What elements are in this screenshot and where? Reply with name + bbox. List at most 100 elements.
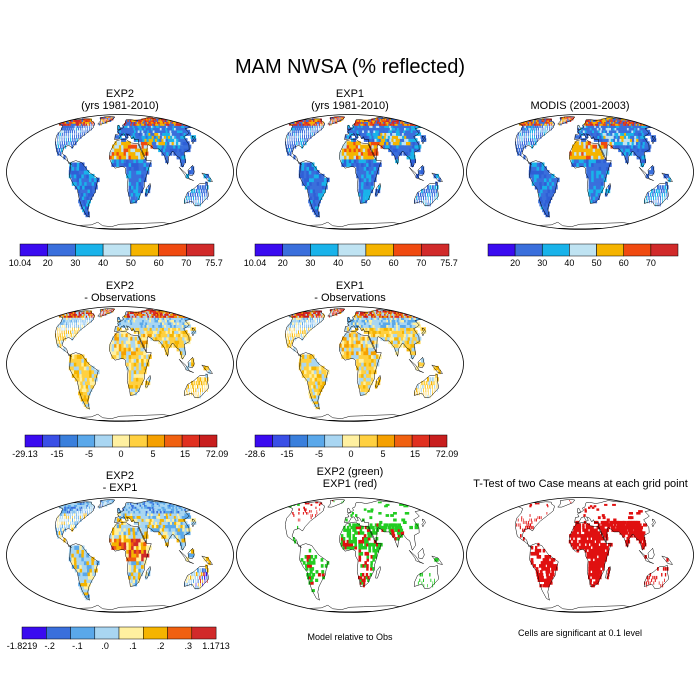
colorbar-label: -15 (280, 449, 293, 459)
panel-model-rel-title: EXP2 (green) EXP1 (red) (235, 466, 465, 490)
panel-title-line: EXP2 (105, 88, 135, 100)
panel-title-line: T-Test of two Case means at each grid po… (473, 478, 688, 490)
colorbar-swatch (337, 243, 367, 257)
map-ttest (466, 497, 694, 613)
colorbar-label: 10.04 (9, 258, 32, 268)
colorbar-label: 30 (305, 258, 315, 268)
colorbar-label: -5 (85, 449, 93, 459)
colorbar-label: 50 (361, 258, 371, 268)
colorbar-swatch (310, 243, 339, 257)
colorbar-label: 60 (154, 258, 164, 268)
colorbar-swatch (24, 434, 43, 448)
colorbar-label: 72.09 (206, 449, 229, 459)
colorbar-exp2-minus-exp1: -1.8219 -.2 -.1 .0 .1 .2 .3 1.1713 (7, 626, 230, 651)
colorbar-swatch (146, 434, 165, 448)
panel-title-line: EXP2 (105, 280, 135, 292)
colorbar-swatch (21, 626, 47, 640)
colorbar-exp1: 10.04 20 30 40 50 60 70 75.7 (244, 243, 458, 268)
colorbar-swatch (118, 626, 144, 640)
colorbar-swatch (94, 626, 120, 640)
colorbar-swatch (650, 243, 679, 257)
colorbar-swatch (158, 243, 187, 257)
colorbar-label: -28.6 (245, 449, 266, 459)
panel-title-line: - EXP1 (102, 482, 138, 494)
panel-ttest-title: T-Test of two Case means at each grid po… (463, 478, 698, 490)
colorbar-swatch (167, 626, 193, 640)
panel-title-line: MODIS (2001-2003) (530, 100, 630, 112)
caption-model-relative: Model relative to Obs (307, 632, 393, 642)
colorbar-label: 0 (348, 449, 353, 459)
colorbar-swatch (254, 243, 283, 257)
colorbar-label: .2 (157, 641, 165, 651)
panel-title-line: EXP2 (green) (316, 466, 384, 478)
colorbar-label: 0 (118, 449, 123, 459)
colorbar-swatch (59, 434, 78, 448)
map-modis (466, 114, 694, 230)
panel-exp2-title: EXP2 (yrs 1981-2010) (5, 88, 235, 112)
panel-exp2-obs-title: EXP2 - Observations (5, 280, 235, 304)
colorbar-label: 30 (537, 258, 547, 268)
colorbar-label: 70 (646, 258, 656, 268)
colorbar-swatch (143, 626, 168, 640)
colorbar-label: .1 (129, 641, 137, 651)
colorbar-label: -.1 (72, 641, 83, 651)
colorbar-swatch (365, 243, 394, 257)
colorbar-label: -29.13 (12, 449, 38, 459)
colorbar-swatch (94, 434, 113, 448)
colorbar-swatch (393, 243, 422, 257)
colorbar-swatch (112, 434, 131, 448)
colorbar-label: 70 (181, 258, 191, 268)
colorbar-swatch (411, 434, 430, 448)
colorbar-swatch (429, 434, 448, 448)
colorbar-label: 70 (416, 258, 426, 268)
colorbar-swatch (282, 243, 311, 257)
colorbar-label: 15 (180, 449, 190, 459)
colorbar-swatch (421, 243, 450, 257)
colorbar-label: 60 (389, 258, 399, 268)
colorbar-label: 50 (126, 258, 136, 268)
colorbar-label: 20 (510, 258, 520, 268)
colorbar-label: 10.04 (244, 258, 267, 268)
panel-title-line: EXP1 (335, 280, 365, 292)
colorbar-label: 72.09 (436, 449, 459, 459)
caption-ttest: Cells are significant at 0.1 level (517, 628, 643, 638)
colorbar-swatch (47, 243, 76, 257)
colorbar-label: 40 (98, 258, 108, 268)
map-model-relative-to-obs (236, 497, 464, 613)
colorbar-exp2-minus-obs: -29.13 -15 -5 0 5 15 72.09 (12, 434, 229, 459)
colorbar-label: -1.8219 (7, 641, 38, 651)
colorbar-swatch (77, 434, 96, 448)
colorbar-label: 1.1713 (202, 641, 230, 651)
colorbar-swatch (186, 243, 215, 257)
colorbar-swatch (542, 243, 570, 257)
colorbar-swatch (376, 434, 395, 448)
panel-title-line: EXP1 (335, 88, 365, 100)
colorbar-swatch (596, 243, 624, 257)
colorbar-swatch (342, 434, 361, 448)
map-exp2-minus-obs (6, 306, 234, 422)
colorbar-label: .0 (101, 641, 109, 651)
colorbar-swatch (254, 434, 273, 448)
colorbar-swatch (102, 243, 132, 257)
colorbar-swatch (129, 434, 148, 448)
colorbar-label: 60 (619, 258, 629, 268)
colorbar-exp1-minus-obs: -28.6 -15 -5 0 5 15 72.09 (245, 434, 459, 459)
panel-title-line: EXP2 (105, 470, 135, 482)
colorbar-label: 15 (410, 449, 420, 459)
colorbar-swatch (324, 434, 343, 448)
colorbar-swatch (289, 434, 308, 448)
colorbar-swatch (181, 434, 200, 448)
colorbar-label: 50 (592, 258, 602, 268)
colorbar-swatch (359, 434, 378, 448)
map-exp2 (6, 114, 234, 230)
panel-title-line: (yrs 1981-2010) (81, 100, 159, 112)
colorbar-label: -.2 (44, 641, 55, 651)
colorbar-label: 40 (333, 258, 343, 268)
colorbar-label: 30 (70, 258, 80, 268)
main-title: MAM NWSA (% reflected) (234, 56, 466, 78)
colorbar-label: 5 (150, 449, 155, 459)
panel-exp2-exp1-title: EXP2 - EXP1 (5, 470, 235, 494)
colorbar-label: 20 (43, 258, 53, 268)
map-exp1 (236, 114, 464, 230)
colorbar-swatch (569, 243, 597, 257)
